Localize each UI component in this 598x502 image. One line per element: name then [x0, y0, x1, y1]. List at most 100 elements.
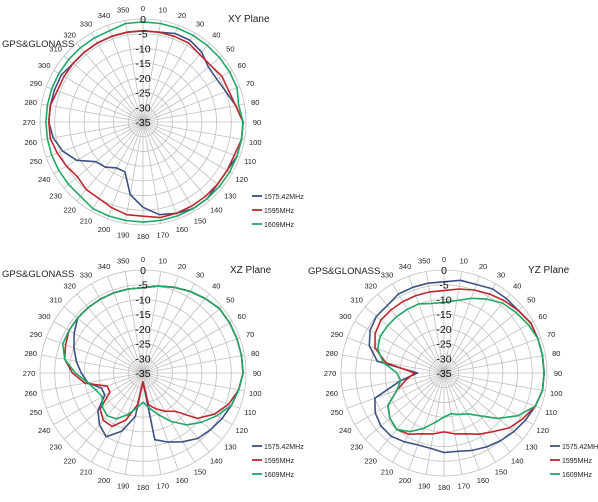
radial-tick-label: -15 — [135, 58, 150, 70]
angle-tick-label: 250 — [331, 408, 344, 417]
radial-tick-label: -20 — [135, 324, 150, 336]
angle-tick-label: 180 — [438, 483, 451, 492]
radial-tick-label: -10 — [436, 294, 451, 306]
grid-spoke — [142, 372, 195, 463]
angle-tick-label: 30 — [196, 270, 204, 279]
angle-tick-label: 260 — [24, 138, 37, 147]
angle-tick-label: 200 — [399, 476, 412, 485]
radial-tick-label: -25 — [135, 88, 150, 100]
angle-tick-label: 290 — [30, 79, 43, 88]
grid-spoke — [142, 372, 245, 392]
radial-tick-label: -20 — [135, 73, 150, 85]
radial-tick-label: -5 — [138, 280, 147, 292]
angle-tick-label: 150 — [194, 217, 207, 226]
angle-tick-label: 90 — [253, 369, 261, 378]
angle-tick-label: 210 — [381, 468, 394, 477]
grid-spoke — [107, 121, 144, 219]
angle-tick-label: 60 — [238, 312, 246, 321]
angle-tick-label: 90 — [253, 118, 261, 127]
radial-tick-label: -15 — [436, 309, 451, 321]
grid-spoke — [124, 121, 144, 224]
angle-tick-label: 200 — [98, 476, 111, 485]
angle-tick-label: 340 — [98, 262, 111, 271]
grid-spoke — [63, 55, 144, 123]
angle-tick-label: 70 — [246, 330, 254, 339]
angle-tick-label: 140 — [511, 456, 524, 465]
angle-tick-label: 220 — [63, 205, 76, 214]
radial-tick-label: -25 — [436, 339, 451, 351]
angle-tick-label: 210 — [80, 217, 93, 226]
grid-spoke — [142, 42, 210, 123]
radial-tick-label: 0 — [140, 265, 146, 277]
angle-tick-label: 170 — [157, 481, 170, 490]
angle-tick-label: 260 — [325, 389, 338, 398]
angle-tick-label: 110 — [244, 408, 256, 417]
angle-tick-label: 260 — [24, 389, 37, 398]
angle-tick-label: 280 — [24, 349, 37, 358]
grid-spoke — [142, 271, 162, 374]
grid-spoke — [53, 70, 144, 123]
angle-tick-label: 320 — [364, 282, 377, 291]
radial-tick-label: -35 — [135, 368, 150, 380]
grid-spoke — [443, 306, 524, 374]
grid-spoke — [142, 306, 223, 374]
grid-spoke — [142, 121, 245, 141]
angle-tick-label: 60 — [238, 61, 246, 70]
grid-spoke — [347, 372, 445, 409]
angle-tick-label: 180 — [137, 232, 150, 241]
grid-spoke — [443, 354, 546, 374]
angle-tick-label: 230 — [350, 442, 363, 451]
legend-label: 1575.42MHz — [264, 444, 304, 451]
angle-tick-label: 240 — [38, 426, 51, 435]
legend-label: 1609MHz — [264, 222, 294, 229]
chart-header: GPS&GLONASS — [308, 266, 380, 277]
grid-spoke — [41, 354, 144, 374]
angle-tick-label: 340 — [399, 262, 412, 271]
angle-tick-label: 130 — [525, 442, 538, 451]
grid-spoke — [443, 337, 541, 374]
angle-tick-label: 280 — [325, 349, 338, 358]
series-line-1595MHz — [374, 288, 545, 435]
angle-tick-label: 330 — [80, 270, 93, 279]
angle-tick-label: 50 — [226, 296, 234, 305]
angle-tick-label: 300 — [38, 61, 51, 70]
angle-tick-label: 340 — [98, 11, 111, 20]
angle-tick-label: 320 — [63, 31, 76, 40]
angle-tick-label: 20 — [178, 262, 186, 271]
angle-tick-label: 0 — [442, 255, 446, 264]
angle-tick-label: 60 — [539, 312, 547, 321]
radial-tick-label: 0 — [441, 265, 447, 277]
grid-spoke — [364, 372, 445, 440]
series-line-1609MHz — [62, 285, 244, 426]
grid-spoke — [142, 372, 179, 470]
angle-tick-label: 40 — [212, 31, 220, 40]
chart-title: XZ Plane — [230, 265, 272, 276]
angle-tick-label: 100 — [249, 389, 262, 398]
angle-tick-label: 110 — [244, 157, 256, 166]
angle-tick-label: 270 — [23, 118, 36, 127]
grid-spoke — [91, 372, 144, 463]
grid-spoke — [342, 354, 445, 374]
legend-label: 1595MHz — [264, 458, 294, 465]
angle-tick-label: 30 — [196, 19, 204, 28]
grid-spoke — [142, 121, 210, 202]
grid-spoke — [377, 293, 445, 374]
grid-spoke — [41, 372, 144, 392]
angle-tick-label: 350 — [117, 6, 130, 15]
legend-label: 1609MHz — [264, 472, 294, 479]
chart-header: GPS&GLONASS — [2, 269, 74, 280]
series-line-1595MHz — [48, 30, 244, 219]
grid-spoke — [142, 276, 179, 374]
grid-spoke — [41, 103, 144, 123]
angle-tick-label: 300 — [38, 312, 51, 321]
radial-tick-label: -25 — [135, 339, 150, 351]
radial-tick-label: -30 — [135, 102, 150, 114]
angle-tick-label: 300 — [339, 312, 352, 321]
grid-spoke — [46, 372, 144, 409]
grid-spoke — [142, 121, 233, 174]
grid-spoke — [91, 32, 144, 123]
grid-spoke — [76, 42, 144, 123]
